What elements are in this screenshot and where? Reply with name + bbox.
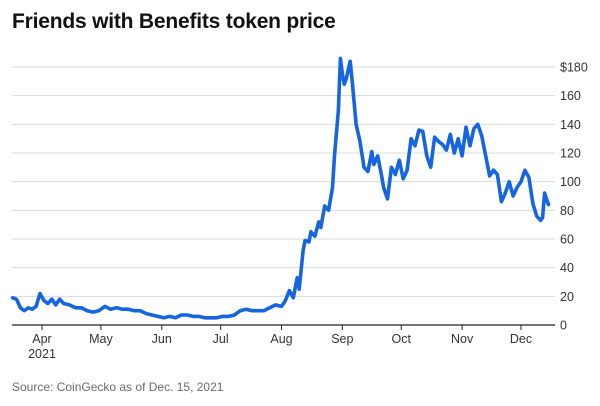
x-tick-label: May — [89, 332, 113, 346]
x-tick-label: Jun — [152, 332, 172, 346]
x-tick-label: Sep — [331, 332, 353, 346]
y-tick-label: 0 — [560, 319, 567, 333]
source-note: Source: CoinGecko as of Dec. 15, 2021 — [12, 380, 224, 394]
series-line — [10, 56, 551, 320]
x-tick-sublabel: 2021 — [28, 347, 56, 361]
y-tick-label: 140 — [560, 118, 581, 132]
y-tick-label: 60 — [560, 233, 574, 247]
y-tick-label: 100 — [560, 175, 581, 189]
x-tick-label: Oct — [392, 332, 412, 346]
x-tick-label: Dec — [510, 332, 532, 346]
x-tick-label: Apr — [32, 332, 51, 346]
y-tick-label: 120 — [560, 147, 581, 161]
y-tick-label: 80 — [560, 204, 574, 218]
y-axis-tick-labels: 0 20 40 60 80 100 120 140 160 $180 — [560, 61, 588, 333]
gridlines — [12, 66, 555, 297]
x-tick-label: Aug — [270, 332, 292, 346]
y-tick-label: 20 — [560, 290, 574, 304]
chart-title: Friends with Benefits token price — [12, 10, 336, 33]
x-tick-label: Nov — [451, 332, 474, 346]
x-tick-label: Jul — [213, 332, 229, 346]
y-tick-label: 40 — [560, 261, 574, 275]
y-tick-label: $180 — [560, 61, 588, 75]
y-tick-label: 160 — [560, 89, 581, 103]
series-layer — [10, 56, 551, 320]
